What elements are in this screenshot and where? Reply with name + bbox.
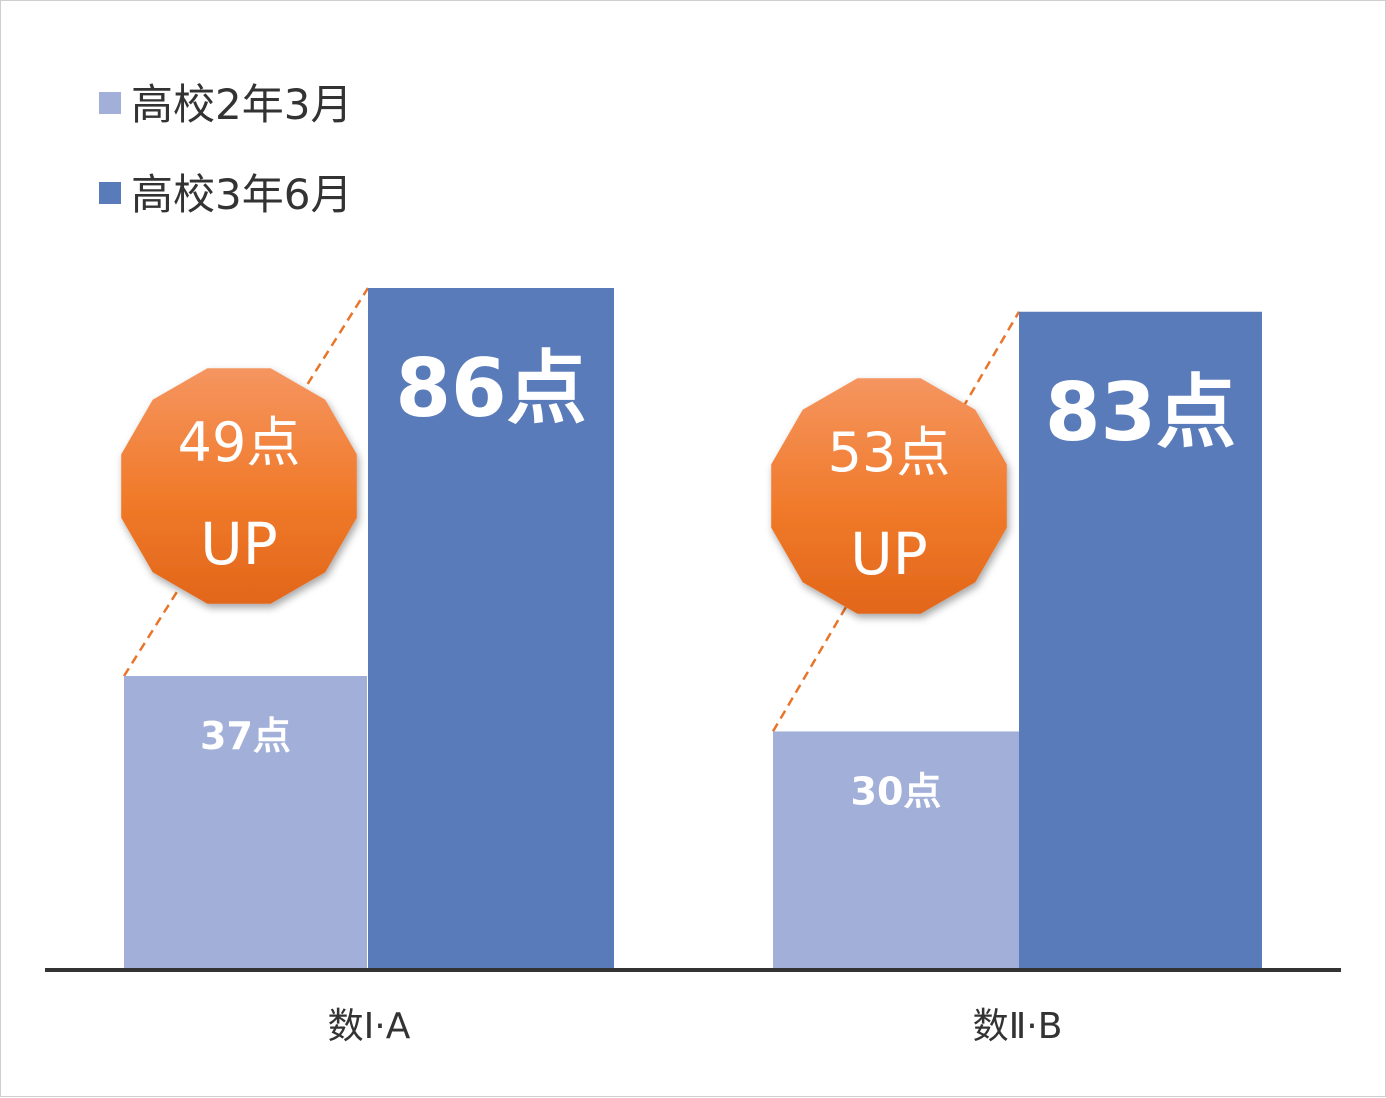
bar-series1-cat2 bbox=[773, 731, 1019, 969]
up-badge-points-2: 53点 bbox=[828, 421, 951, 484]
data-label-series2-cat1: 86点 bbox=[395, 342, 586, 435]
up-badge-up-1: UP bbox=[200, 510, 277, 578]
bar-series2-cat2 bbox=[1019, 311, 1262, 969]
bars: 37点 86点 30点 83点 bbox=[124, 288, 1262, 969]
legend-label-2: 高校3年6月 bbox=[131, 170, 352, 219]
bar-series1-cat1 bbox=[124, 676, 367, 969]
up-badge-2 bbox=[771, 378, 1007, 614]
data-label-series1-cat1: 37点 bbox=[200, 714, 291, 758]
legend-swatch-2 bbox=[99, 182, 121, 204]
up-badge-1 bbox=[121, 368, 357, 604]
data-label-series1-cat2: 30点 bbox=[851, 769, 942, 813]
up-badge-points-1: 49点 bbox=[178, 411, 301, 474]
x-tick-label-2: 数Ⅱ·B bbox=[973, 1006, 1063, 1047]
legend-label-1: 高校2年3月 bbox=[131, 80, 352, 129]
x-tick-label-1: 数Ⅰ·A bbox=[328, 1006, 411, 1047]
data-label-series2-cat2: 83点 bbox=[1045, 366, 1236, 459]
up-badges: 49点 UP 53点 UP bbox=[121, 368, 1007, 614]
bar-series2-cat1 bbox=[368, 288, 614, 969]
legend-swatch-1 bbox=[99, 92, 121, 114]
x-axis: 数Ⅰ·A 数Ⅱ·B bbox=[45, 968, 1341, 1047]
up-badge-up-2: UP bbox=[850, 520, 927, 588]
